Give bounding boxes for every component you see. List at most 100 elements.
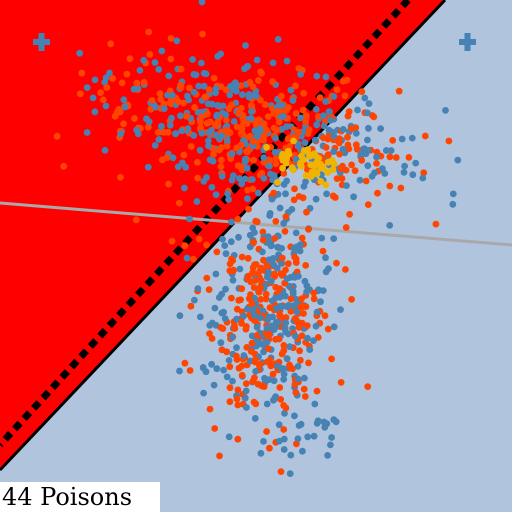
scatter-point [190, 71, 198, 78]
scatter-point [272, 323, 280, 331]
scatter-point [145, 28, 153, 36]
scatter-point [256, 360, 264, 368]
scatter-point [203, 241, 211, 249]
scatter-point [263, 400, 271, 408]
scatter-point [352, 130, 360, 137]
scatter-point [282, 190, 289, 198]
scatter-point [303, 282, 311, 290]
scatter-point [266, 210, 274, 217]
scatter-point [217, 50, 225, 58]
scatter-point [168, 91, 176, 99]
scatter-point [177, 112, 184, 120]
scatter-point [148, 97, 156, 104]
scatter-point [374, 189, 381, 197]
scatter-point [200, 389, 208, 397]
scatter-point [286, 470, 294, 477]
scatter-point [211, 304, 219, 312]
scatter-point [194, 158, 201, 166]
scatter-point [339, 125, 347, 133]
scatter-point [251, 311, 258, 319]
scatter-point [243, 164, 251, 172]
scatter-point [322, 254, 329, 262]
scatter-point [298, 163, 305, 170]
scatter-point [351, 167, 359, 175]
scatter-point [168, 237, 176, 245]
scatter-point [99, 96, 107, 104]
scatter-point [133, 79, 141, 87]
scatter-point [400, 169, 408, 176]
scatter-point [165, 72, 173, 80]
scatter-point [322, 144, 330, 151]
scatter-point [233, 123, 241, 131]
scatter-point [252, 277, 259, 284]
scatter-point [454, 156, 462, 164]
scatter-point [377, 125, 384, 132]
scatter-point [312, 169, 319, 176]
scatter-point [289, 97, 297, 104]
scatter-point [292, 389, 300, 396]
scatter-point [206, 129, 213, 136]
scatter-point [101, 147, 109, 154]
scatter-point [167, 34, 175, 42]
scatter-point [223, 373, 231, 381]
scatter-point [144, 123, 152, 131]
scatter-point [211, 425, 219, 432]
scatter-point [244, 305, 251, 313]
scatter-point [181, 184, 188, 192]
scatter-point [303, 208, 310, 216]
scatter-point [300, 90, 308, 97]
scatter-point [336, 150, 343, 158]
scatter-point [224, 190, 232, 198]
scatter-point [212, 191, 220, 199]
scatter-point [274, 243, 281, 251]
scatter-point [312, 159, 320, 167]
scatter-point [117, 130, 124, 138]
plus-icon [459, 33, 476, 51]
scatter-point [265, 256, 273, 264]
scatter-point [97, 89, 104, 97]
scatter-point [313, 387, 321, 395]
scatter-point [320, 164, 328, 172]
scatter-point [280, 446, 288, 453]
scatter-point [196, 118, 204, 126]
scatter-point [300, 385, 308, 393]
scatter-point [254, 380, 262, 388]
scatter-point [305, 359, 312, 367]
scatter-point [253, 56, 261, 64]
scatter-point [195, 82, 203, 90]
scatter-point [176, 199, 183, 207]
scatter-point [283, 275, 291, 282]
scatter-point [277, 468, 285, 475]
scatter-point [247, 115, 255, 122]
scatter-point [200, 82, 208, 90]
scatter-point [274, 179, 281, 186]
scatter-point [250, 156, 257, 164]
scatter-point [304, 334, 311, 342]
scatter-point [261, 101, 269, 108]
scatter-point [78, 69, 86, 77]
scatter-point [238, 319, 245, 327]
scatter-point [266, 157, 274, 165]
scatter-point [53, 132, 61, 140]
scatter-point [190, 88, 198, 96]
scatter-point [255, 77, 262, 84]
scatter-point [364, 162, 372, 170]
scatter-point [328, 355, 335, 363]
scatter-point [218, 132, 226, 140]
scatter-point [281, 228, 289, 235]
scatter-point [118, 79, 126, 87]
scatter-point [275, 102, 283, 110]
scatter-point [398, 135, 406, 143]
scatter-point [329, 166, 337, 174]
scatter-point [222, 250, 230, 258]
scatter-point [387, 147, 395, 154]
scatter-point [167, 55, 175, 63]
scatter-point [297, 241, 304, 249]
scatter-point [245, 93, 253, 101]
scatter-point [131, 115, 138, 122]
scatter-point [449, 200, 457, 208]
scatter-point [299, 156, 307, 164]
scatter-point [199, 30, 206, 38]
